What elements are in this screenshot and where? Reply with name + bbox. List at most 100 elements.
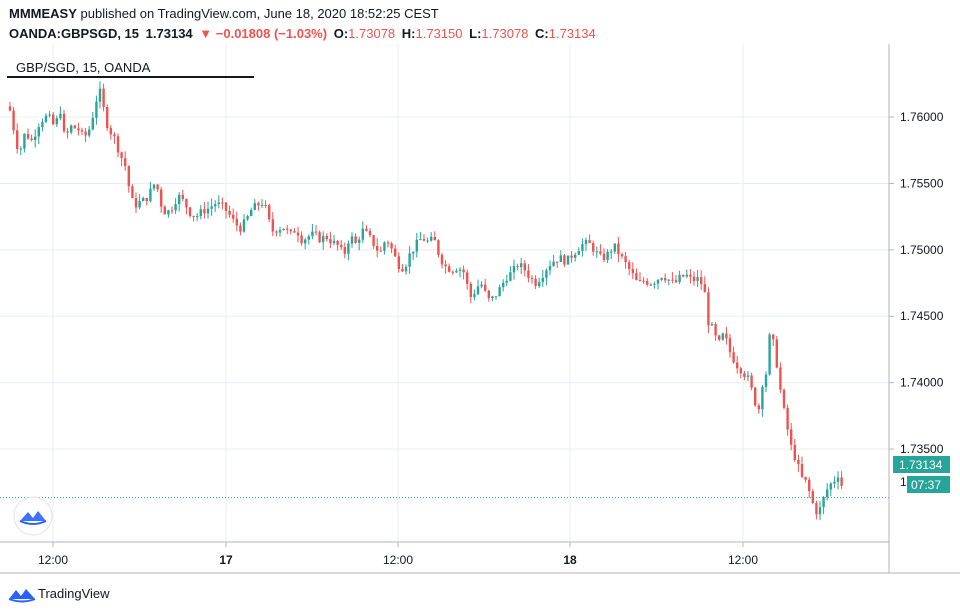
candle-body (764, 374, 768, 387)
price-axis[interactable]: 1.76000 1.75500 1.75000 1.74500 1.74000 1.735… (889, 110, 944, 456)
candle-body (30, 138, 33, 141)
candle-body (840, 477, 843, 486)
candle-body (455, 270, 458, 273)
candle-body (818, 507, 822, 515)
candle-body (797, 459, 800, 465)
price-axis-partial-label: 1 (900, 475, 907, 489)
candle-body (336, 240, 339, 245)
x-tick-label: 12:00 (383, 553, 413, 567)
candle-body (689, 274, 692, 277)
change-value: ▼ −0.01808 (−1.03%) (199, 26, 328, 41)
candle-body (563, 255, 566, 265)
candle-body (376, 245, 379, 251)
candle-body (217, 202, 220, 205)
candle-body (134, 198, 138, 208)
candle-body (113, 134, 116, 137)
candle-body (304, 239, 307, 244)
candle-body (491, 296, 494, 299)
candle-body (23, 133, 26, 149)
candle-body (775, 339, 778, 368)
candle-body (444, 264, 447, 267)
candle-body (372, 235, 375, 246)
candle-body (476, 286, 480, 295)
candle-body (592, 243, 595, 252)
candle-body (102, 88, 105, 107)
candle-body (98, 88, 102, 102)
publisher-line: MMMEASY published on TradingView.com, Ju… (9, 6, 439, 21)
candle-body (815, 502, 818, 515)
candle-body (725, 333, 728, 339)
candle-body (325, 236, 328, 240)
candle-body (556, 261, 559, 263)
candle-body (412, 251, 415, 254)
candle-body (404, 266, 408, 272)
candle-body (577, 251, 580, 255)
candle-body (566, 255, 570, 265)
candle-body (790, 429, 793, 445)
high-value: 1.73150 (415, 26, 463, 41)
candle-body (358, 239, 361, 244)
candle-body (232, 214, 235, 219)
close-value: 1.73134 (548, 26, 596, 41)
candle-body (347, 243, 350, 254)
last-price-label: 1.73134 (899, 458, 943, 472)
candle-body (502, 282, 505, 288)
candle-body (206, 208, 210, 214)
candle-body (649, 284, 652, 286)
candle-body (822, 497, 825, 508)
candle-body (800, 464, 804, 477)
candle-body (390, 243, 393, 249)
candle-body (257, 203, 260, 206)
author-name[interactable]: MMMEASY (9, 6, 77, 21)
candle-body (408, 253, 411, 267)
candle-body (70, 125, 73, 133)
candle-body (264, 205, 267, 207)
candle-body (545, 270, 548, 278)
candle-body (678, 274, 681, 283)
candle-body (595, 251, 598, 253)
candle-body (736, 362, 739, 369)
candle-body (646, 280, 649, 285)
candle-body (682, 274, 685, 277)
candle-body (167, 210, 170, 215)
countdown-label: 07:37 (911, 478, 941, 492)
candle-body (606, 251, 609, 260)
candle-body (574, 254, 577, 258)
x-tick-label: 18 (563, 553, 577, 567)
y-tick-label: 1.73500 (900, 442, 944, 456)
candle-body (624, 256, 627, 263)
tv-watermark-icon[interactable] (13, 496, 53, 536)
candle-body (458, 269, 462, 271)
y-tick-label: 1.74000 (900, 376, 944, 390)
candle-body (516, 266, 519, 268)
candle-body (779, 367, 782, 390)
candle-body (534, 278, 537, 286)
y-tick-label: 1.74500 (900, 309, 944, 323)
candle-body (674, 280, 678, 283)
candle-body (782, 389, 786, 408)
candle-body (152, 184, 156, 189)
candle-body (26, 133, 30, 139)
candle-body (761, 386, 764, 410)
candle-body (707, 292, 710, 326)
candle-body (95, 101, 98, 118)
candle-body (307, 236, 310, 240)
candle-body (55, 118, 58, 125)
time-axis[interactable]: 12:00 17 12:00 18 12:00 (38, 542, 758, 567)
candle-body (131, 186, 134, 199)
candle-body (138, 201, 141, 208)
close-label: C: (535, 26, 549, 41)
candle-body (653, 283, 656, 285)
candle-body (246, 216, 249, 220)
candle-body (239, 225, 242, 232)
candle-body (361, 228, 364, 240)
candle-body (836, 477, 840, 482)
candle-body (250, 210, 253, 217)
candle-body (617, 243, 620, 255)
high-label: H: (401, 26, 416, 41)
candle-body (718, 335, 721, 340)
candle-body (199, 209, 202, 217)
candle-body (631, 268, 634, 274)
candle-body (224, 202, 228, 211)
